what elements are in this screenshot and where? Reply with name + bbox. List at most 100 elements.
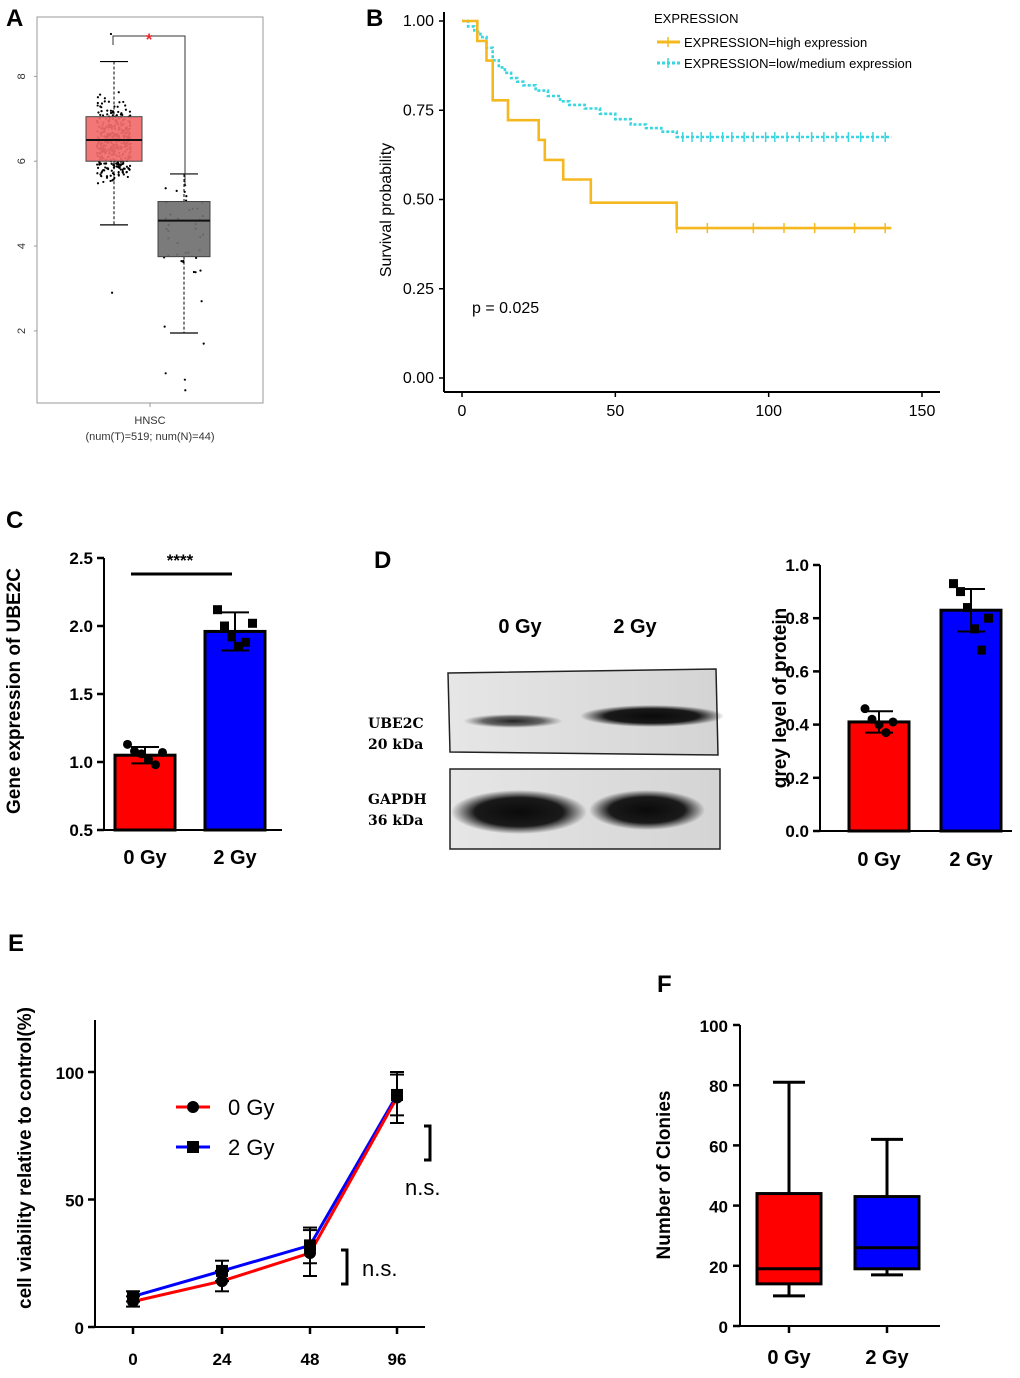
panel-a-point	[117, 110, 120, 114]
panel-a-point	[99, 162, 102, 165]
panel-a-point	[110, 169, 113, 172]
blot-lane-0gy: 0 Gy	[498, 616, 542, 638]
panel-d-category-label: 0 Gy	[857, 849, 901, 871]
panel-e-legend-2gy: 2 Gy	[176, 1135, 274, 1160]
panel-a-point	[111, 111, 114, 114]
panel-a-point	[128, 164, 132, 167]
panel-a-ytick-label: 6	[16, 158, 28, 164]
panel-a-point	[194, 271, 197, 274]
panel-a-point	[111, 179, 114, 182]
panel-a-point	[119, 163, 123, 166]
panel-a-point	[192, 270, 195, 274]
panel-e-ytick-label: 0	[75, 1319, 84, 1338]
panel-a-frame	[36, 16, 264, 404]
panel-a-point	[128, 110, 132, 113]
panel-d-data-point	[867, 714, 877, 724]
panel-e-xtick-label: 48	[301, 1350, 320, 1369]
panel-c-ytick-label: 2.0	[69, 617, 93, 636]
panel-b-legend-low: EXPRESSION=low/medium expression	[657, 56, 912, 71]
panel-e-ns-96: n.s.	[405, 1175, 440, 1200]
blot-row1-size: 20 kDa	[368, 737, 423, 753]
panel-a-point	[115, 114, 118, 117]
panel-a-point	[184, 389, 187, 392]
panel-c-category-label: 0 Gy	[123, 847, 167, 869]
panel-a-point	[117, 165, 120, 169]
panel-e-ytick-label: 50	[65, 1192, 84, 1211]
panel-b-ytick-label: 0.00	[403, 370, 434, 387]
panel-c-ytick-label: 2.5	[69, 549, 93, 568]
panel-d-data-point	[977, 645, 986, 655]
panel-d-category-label: 2 Gy	[949, 849, 993, 871]
panel-a-point	[180, 260, 183, 263]
panel-c-data-point	[248, 618, 257, 628]
panel-d-bar-2gy	[939, 608, 1003, 833]
panel-a-point	[117, 91, 120, 94]
panel-a-point	[107, 100, 110, 103]
panel-c-data-point	[227, 632, 236, 642]
panel-d-data-point	[984, 613, 993, 623]
panel-a-point	[100, 102, 104, 105]
panel-d-data-point	[970, 624, 979, 634]
panel-a-point	[100, 110, 103, 113]
panel-a-point	[101, 114, 105, 117]
panel-e-legend-0gy: 0 Gy	[176, 1095, 274, 1120]
panel-c-data-point	[241, 637, 250, 647]
panel-a-point	[164, 187, 167, 190]
panel-a-point	[96, 101, 99, 105]
panel-a-xlabel-sub: (num(T)=519; num(N)=44)	[86, 431, 215, 443]
panel-a-boxplot: 2 4 6 8 HNSC (num(T)=519; num(N)=44) *	[16, 16, 264, 443]
panel-c-ytick-label: 1.5	[69, 685, 93, 704]
panel-d-ylabel: grey level of protein	[770, 608, 791, 789]
blot-ube2c-band-2gy	[580, 705, 724, 727]
panel-a-xlabel: HNSC	[134, 415, 165, 427]
panel-b-xtick-label: 0	[458, 403, 467, 420]
panel-d-data-point	[949, 579, 958, 589]
panel-d-ytick-label: 1.0	[785, 556, 809, 575]
panel-a-point	[96, 182, 100, 185]
panel-e-ns-48: n.s.	[362, 1256, 397, 1281]
panel-a-point	[183, 378, 186, 381]
panel-e-point-2gy	[304, 1239, 316, 1252]
panel-a-point	[122, 173, 125, 176]
panel-e-point-2gy	[127, 1290, 139, 1303]
panel-c-ylabel: Gene expression of UBE2C	[4, 568, 25, 814]
panel-a-point	[100, 171, 103, 174]
panel-a-point	[111, 114, 114, 117]
panel-a-point	[106, 113, 109, 116]
panel-a-point	[125, 170, 128, 174]
panel-f-ylabel: Number of Clonies	[654, 1091, 675, 1260]
panel-d-letter: D	[374, 547, 391, 574]
panel-a-point	[182, 259, 185, 263]
panel-d-data-point	[881, 728, 891, 738]
panel-a-point	[122, 100, 125, 104]
panel-b-legend-high: EXPRESSION=high expression	[657, 35, 867, 50]
blot-ube2c-band-0gy	[463, 714, 563, 728]
panel-c-data-point	[123, 739, 132, 749]
panel-a-point	[127, 167, 130, 170]
panel-a-point	[109, 32, 113, 36]
panel-d-ytick-label: 0.2	[785, 769, 809, 788]
panel-d-ytick-label: 0.0	[785, 822, 809, 841]
panel-a-point	[117, 174, 120, 177]
panel-d-ytick-label: 0.6	[785, 662, 809, 681]
panel-a-point	[121, 171, 124, 174]
panel-d-western-blot: 0 Gy 2 Gy UBE2C 20 kDa GAPDH 36 kDa	[368, 616, 724, 850]
panel-a-point	[124, 108, 127, 111]
panel-a-point	[200, 300, 203, 303]
panel-b-ytick-label: 1.00	[403, 13, 434, 30]
panel-a-point	[126, 175, 129, 179]
panel-e-xtick-label: 24	[213, 1350, 232, 1369]
panel-e-point-2gy	[216, 1264, 228, 1277]
panel-a-ytick-label: 8	[16, 73, 28, 79]
panel-c-data-point	[151, 760, 160, 770]
panel-a-point	[104, 166, 107, 169]
panel-b-ytick-label: 0.75	[403, 102, 434, 119]
panel-a-point	[109, 109, 113, 112]
panel-a-point	[100, 106, 103, 109]
panel-c-letter: C	[6, 507, 23, 534]
panel-b-xtick-label: 100	[755, 403, 782, 420]
panel-b-letter: B	[366, 5, 383, 32]
panel-d-ytick-label: 0.4	[785, 716, 809, 735]
panel-c-significance: ****	[167, 551, 194, 570]
panel-d-ytick-label: 0.8	[785, 609, 809, 628]
